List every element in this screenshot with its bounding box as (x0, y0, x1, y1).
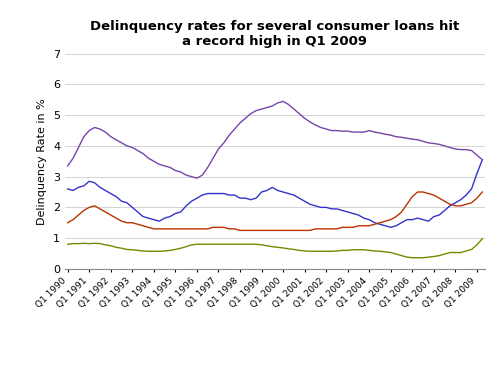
Y-axis label: Delinquency Rate in %: Delinquency Rate in % (38, 98, 48, 225)
Title: Delinquency rates for several consumer loans hit
a record high in Q1 2009: Delinquency rates for several consumer l… (90, 20, 460, 48)
